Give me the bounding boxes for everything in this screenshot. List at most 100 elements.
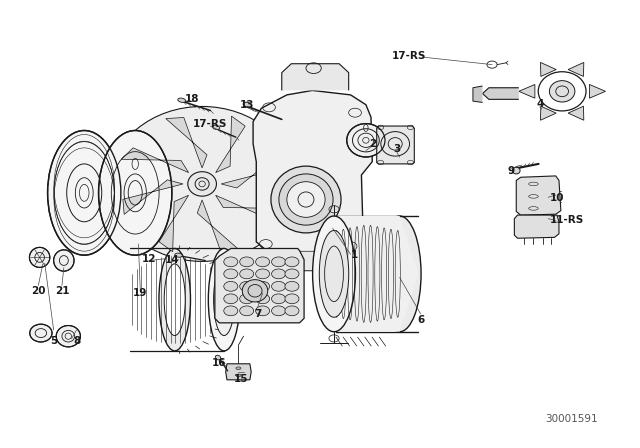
Ellipse shape — [209, 249, 240, 351]
Ellipse shape — [188, 172, 216, 196]
Polygon shape — [121, 148, 189, 172]
Text: 18: 18 — [186, 95, 200, 104]
Text: 14: 14 — [165, 254, 179, 265]
Ellipse shape — [243, 102, 252, 107]
Ellipse shape — [29, 324, 52, 342]
Polygon shape — [216, 195, 283, 220]
Text: 11-RS: 11-RS — [549, 215, 584, 224]
Text: 9: 9 — [508, 167, 515, 177]
Ellipse shape — [378, 216, 421, 332]
Circle shape — [240, 257, 253, 267]
Ellipse shape — [109, 107, 294, 261]
Ellipse shape — [178, 98, 186, 103]
Text: 20: 20 — [31, 286, 45, 296]
Text: 8: 8 — [73, 336, 80, 346]
Polygon shape — [473, 86, 483, 103]
Ellipse shape — [319, 230, 349, 317]
Circle shape — [255, 306, 269, 316]
Text: 13: 13 — [239, 100, 254, 110]
Circle shape — [240, 306, 253, 316]
Polygon shape — [216, 116, 245, 172]
Ellipse shape — [159, 249, 191, 351]
Text: 4: 4 — [536, 99, 543, 109]
Circle shape — [271, 306, 285, 316]
Text: 17-RS: 17-RS — [193, 119, 228, 129]
Text: 2: 2 — [369, 139, 376, 149]
Polygon shape — [166, 117, 207, 168]
Circle shape — [240, 269, 253, 279]
Polygon shape — [540, 106, 556, 120]
Circle shape — [240, 294, 253, 304]
Text: 15: 15 — [234, 374, 248, 384]
Polygon shape — [334, 216, 419, 332]
Circle shape — [285, 257, 299, 267]
Polygon shape — [377, 126, 414, 164]
Polygon shape — [568, 62, 584, 77]
Polygon shape — [253, 90, 372, 252]
Text: 19: 19 — [133, 288, 147, 298]
Text: 16: 16 — [212, 358, 227, 368]
Ellipse shape — [312, 216, 355, 332]
Circle shape — [224, 306, 238, 316]
Polygon shape — [123, 180, 183, 215]
Circle shape — [285, 306, 299, 316]
Polygon shape — [221, 154, 282, 188]
Ellipse shape — [549, 81, 575, 102]
Ellipse shape — [271, 166, 341, 233]
Ellipse shape — [99, 130, 172, 255]
Ellipse shape — [212, 125, 220, 129]
Circle shape — [255, 294, 269, 304]
Text: 3: 3 — [393, 144, 400, 154]
Ellipse shape — [175, 253, 182, 257]
Ellipse shape — [215, 355, 221, 360]
Circle shape — [255, 281, 269, 291]
Circle shape — [271, 269, 285, 279]
Polygon shape — [159, 195, 189, 252]
Polygon shape — [282, 64, 349, 90]
Ellipse shape — [164, 264, 185, 336]
Ellipse shape — [29, 247, 50, 267]
Ellipse shape — [287, 182, 325, 217]
Circle shape — [240, 281, 253, 291]
Polygon shape — [589, 84, 605, 98]
Circle shape — [285, 269, 299, 279]
Text: 10: 10 — [549, 193, 564, 203]
Text: 17-RS: 17-RS — [392, 51, 426, 61]
Circle shape — [224, 257, 238, 267]
Circle shape — [224, 269, 238, 279]
Ellipse shape — [347, 124, 385, 157]
Circle shape — [271, 281, 285, 291]
Text: 7: 7 — [254, 309, 261, 319]
Ellipse shape — [279, 174, 333, 225]
Polygon shape — [519, 84, 535, 98]
Ellipse shape — [236, 374, 241, 377]
Circle shape — [285, 281, 299, 291]
Ellipse shape — [236, 367, 241, 370]
Text: 21: 21 — [54, 286, 69, 296]
Ellipse shape — [243, 280, 268, 302]
Circle shape — [271, 257, 285, 267]
Polygon shape — [197, 200, 239, 250]
Circle shape — [285, 294, 299, 304]
Polygon shape — [516, 176, 561, 215]
Ellipse shape — [214, 264, 235, 336]
Circle shape — [224, 294, 238, 304]
Polygon shape — [483, 88, 519, 99]
Polygon shape — [226, 364, 251, 380]
Text: 30001591: 30001591 — [545, 414, 598, 424]
Circle shape — [271, 294, 285, 304]
Ellipse shape — [56, 326, 81, 347]
Ellipse shape — [54, 250, 74, 271]
Polygon shape — [515, 215, 559, 238]
Polygon shape — [568, 106, 584, 120]
Circle shape — [224, 281, 238, 291]
Ellipse shape — [513, 167, 520, 174]
Text: 6: 6 — [417, 315, 424, 325]
Polygon shape — [215, 249, 304, 323]
Text: 12: 12 — [142, 254, 156, 264]
Circle shape — [255, 269, 269, 279]
Text: 1: 1 — [351, 250, 358, 260]
Ellipse shape — [47, 130, 121, 255]
Circle shape — [255, 257, 269, 267]
Polygon shape — [275, 252, 330, 271]
